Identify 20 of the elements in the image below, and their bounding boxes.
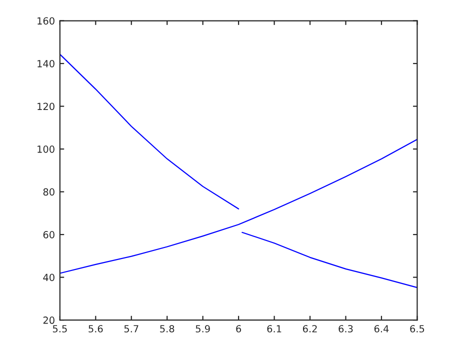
x-tick-label: 5.7	[124, 325, 138, 332]
x-tick-label: 5.5	[52, 325, 67, 332]
x-tick-label: 5.8	[160, 325, 174, 332]
y-tick-label: 60	[43, 231, 54, 238]
y-tick-label: 100	[38, 146, 54, 153]
y-tick-label: 120	[38, 102, 54, 110]
x-tick-label: 6.3	[338, 325, 353, 332]
line-series	[60, 138, 418, 274]
x-tick-label: 5.9	[196, 325, 210, 332]
x-tick-label: 6	[236, 325, 242, 332]
x-tick-label: 5.6	[88, 325, 103, 332]
y-tick-label: 80	[43, 188, 54, 196]
x-tick-label: 6.4	[374, 325, 389, 332]
x-tick-label: 6.5	[410, 325, 424, 332]
y-tick-label: 20	[43, 316, 54, 324]
y-tick-label: 140	[38, 60, 54, 68]
y-tick-label: 40	[43, 274, 54, 282]
x-tick-label: 6.2	[302, 325, 317, 332]
x-tick-label: 6.1	[267, 325, 282, 332]
y-tick-label: 160	[38, 17, 54, 25]
